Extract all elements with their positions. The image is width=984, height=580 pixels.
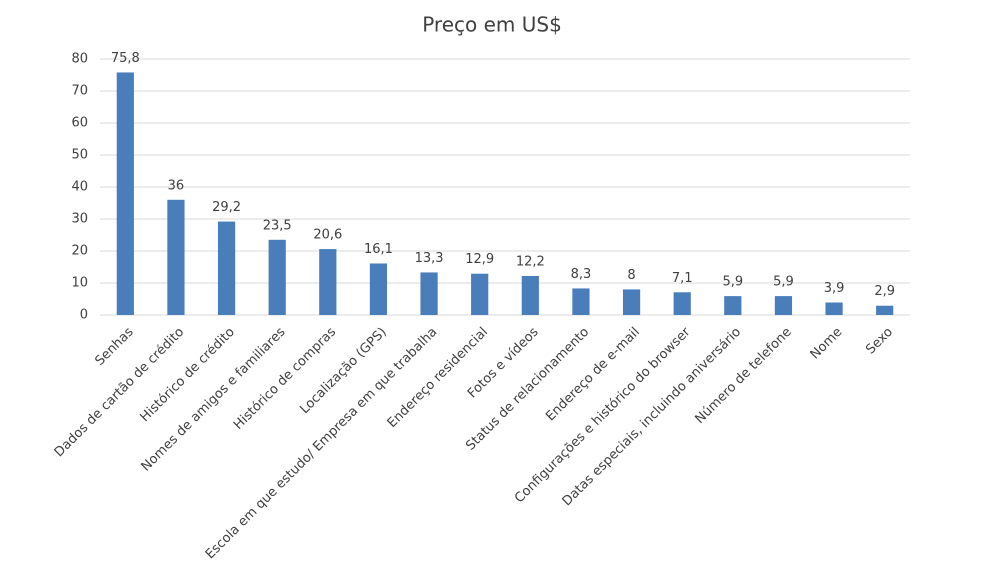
value-label: 8 — [627, 268, 635, 283]
bar — [774, 296, 793, 315]
y-tick-label: 80 — [71, 52, 88, 67]
chart-title: Preço em US$ — [422, 13, 562, 37]
x-tick-label: Histórico de crédito — [138, 325, 238, 425]
x-tick-label: Endereço residencial — [385, 325, 491, 431]
value-label: 16,1 — [364, 242, 393, 257]
value-label: 75,8 — [111, 51, 140, 66]
value-label: 20,6 — [313, 228, 342, 243]
x-tick-label: Endereço de e-mail — [543, 325, 643, 425]
x-tick-label: Escola em que estudo/ Empresa em que tra… — [203, 325, 441, 563]
bar — [217, 221, 236, 315]
bar — [876, 305, 894, 315]
value-label: 3,9 — [824, 281, 845, 296]
y-tick-label: 10 — [71, 276, 88, 291]
y-tick-label: 0 — [80, 308, 88, 323]
x-tick-label: Datas especiais, incluindo aniversário — [560, 325, 745, 510]
y-tick-label: 20 — [71, 244, 88, 259]
y-tick-label: 60 — [71, 116, 88, 131]
value-label: 12,2 — [516, 254, 545, 269]
bar — [471, 273, 489, 315]
value-label: 23,5 — [263, 218, 292, 233]
bar — [572, 288, 590, 315]
y-tick-label: 70 — [71, 84, 88, 99]
value-label: 36 — [168, 178, 185, 193]
y-tick-label: 30 — [71, 212, 88, 227]
value-label: 5,9 — [773, 275, 794, 290]
bar — [673, 292, 691, 315]
value-label: 2,9 — [874, 284, 895, 299]
bar — [167, 199, 185, 315]
bar — [622, 289, 641, 315]
x-tick-label: Configurações e histórico do browser — [512, 324, 694, 506]
bar — [724, 296, 742, 315]
x-tick-label: Número de telefone — [692, 325, 794, 427]
bar — [825, 302, 843, 315]
y-tick-label: 50 — [71, 148, 88, 163]
x-tick-label: Localização (GPS) — [297, 325, 389, 417]
value-label: 29,2 — [212, 200, 241, 215]
y-tick-label: 40 — [71, 180, 88, 195]
value-label: 5,9 — [722, 275, 743, 290]
bar — [521, 275, 539, 315]
x-tick-label: Nome — [808, 325, 846, 363]
x-tick-label: Sexo — [863, 325, 896, 358]
x-tick-label: Histórico de compras — [231, 325, 339, 433]
bar — [268, 239, 286, 315]
value-label: 12,9 — [465, 252, 494, 267]
value-label: 8,3 — [571, 267, 592, 282]
x-tick-label: Senhas — [92, 325, 136, 369]
bar — [369, 263, 388, 315]
bar — [116, 72, 134, 315]
bar — [420, 272, 438, 315]
value-label: 7,1 — [672, 271, 693, 286]
bar — [319, 249, 337, 315]
value-label: 13,3 — [415, 251, 444, 266]
